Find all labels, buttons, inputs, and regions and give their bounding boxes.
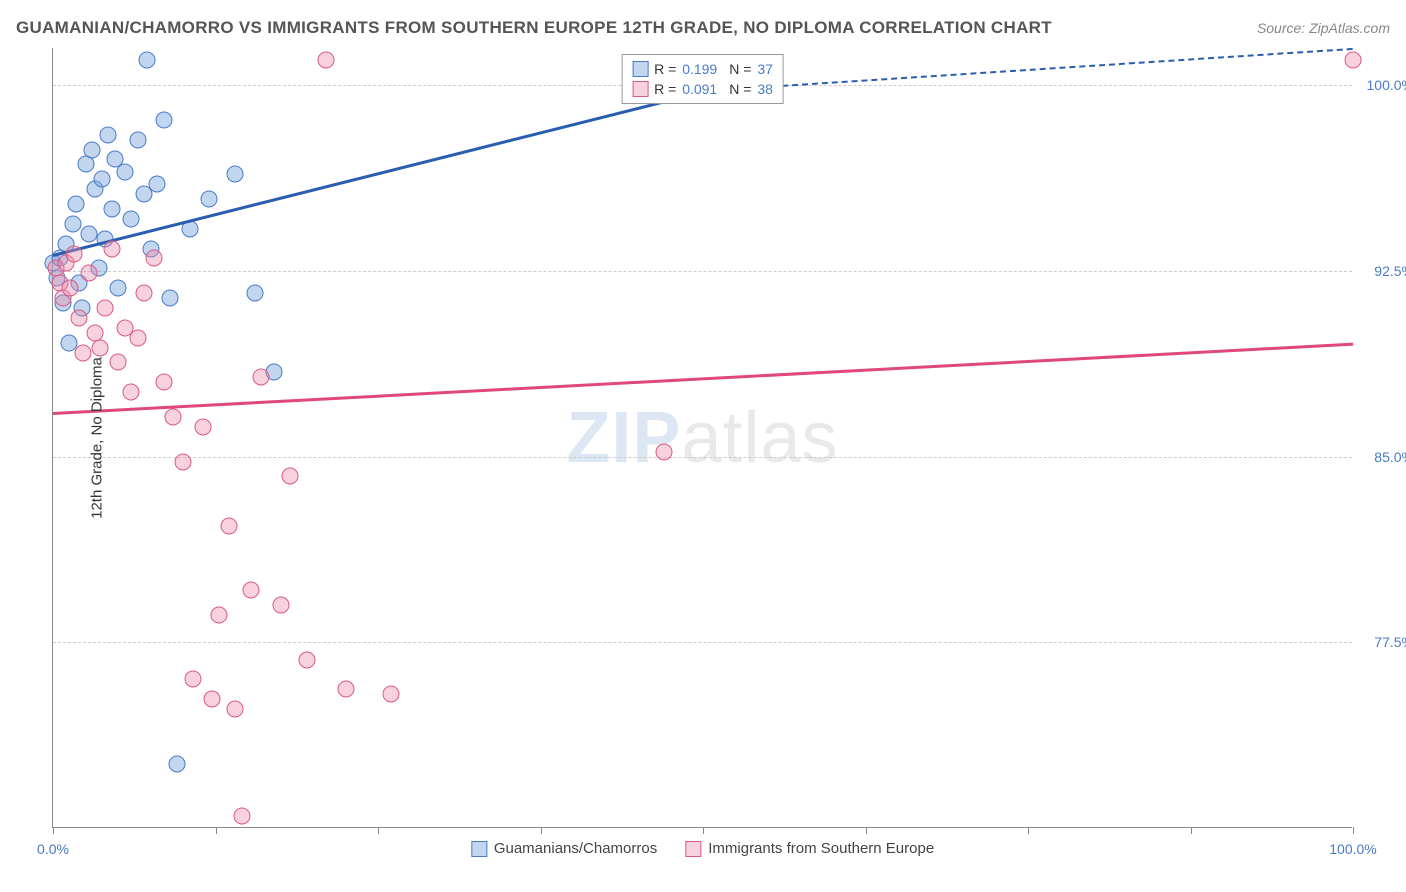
gridline	[53, 457, 1352, 458]
data-point	[233, 807, 250, 824]
data-point	[175, 453, 192, 470]
legend-item: Immigrants from Southern Europe	[685, 840, 934, 857]
legend-swatch	[632, 61, 648, 77]
data-point	[97, 300, 114, 317]
data-point	[71, 309, 88, 326]
data-point	[77, 156, 94, 173]
scatter-plot: ZIPatlas 77.5%85.0%92.5%100.0%0.0%100.0%…	[52, 48, 1352, 828]
data-point	[1345, 52, 1362, 69]
data-point	[129, 329, 146, 346]
series-legend: Guamanians/Chamorros Immigrants from Sout…	[471, 840, 934, 857]
chart-header: GUAMANIAN/CHAMORRO VS IMMIGRANTS FROM SO…	[16, 18, 1390, 38]
data-point	[123, 210, 140, 227]
x-tick	[378, 827, 379, 834]
trend-line	[53, 343, 1353, 415]
legend-swatch	[632, 81, 648, 97]
plot-container: ZIPatlas 77.5%85.0%92.5%100.0%0.0%100.0%…	[52, 48, 1352, 828]
x-tick	[1353, 827, 1354, 834]
data-point	[103, 200, 120, 217]
watermark: ZIPatlas	[566, 397, 838, 479]
data-point	[185, 671, 202, 688]
data-point	[64, 215, 81, 232]
legend-label: Immigrants from Southern Europe	[708, 840, 934, 857]
y-tick-label: 85.0%	[1356, 449, 1406, 465]
data-point	[656, 443, 673, 460]
data-point	[116, 163, 133, 180]
legend-swatch	[471, 841, 487, 857]
data-point	[203, 691, 220, 708]
x-tick	[1028, 827, 1029, 834]
data-point	[253, 369, 270, 386]
x-tick	[1191, 827, 1192, 834]
x-tick	[703, 827, 704, 834]
x-tick-label: 0.0%	[37, 841, 69, 857]
data-point	[281, 468, 298, 485]
correlation-legend: R = 0.199N = 37 R = 0.091N = 38	[621, 54, 784, 104]
data-point	[168, 755, 185, 772]
source-attribution: Source: ZipAtlas.com	[1257, 20, 1390, 36]
data-point	[129, 131, 146, 148]
x-tick	[866, 827, 867, 834]
legend-swatch	[685, 841, 701, 857]
data-point	[155, 374, 172, 391]
data-point	[242, 582, 259, 599]
data-point	[146, 250, 163, 267]
data-point	[91, 339, 108, 356]
data-point	[81, 265, 98, 282]
data-point	[211, 607, 228, 624]
data-point	[138, 52, 155, 69]
data-point	[298, 651, 315, 668]
data-point	[110, 354, 127, 371]
data-point	[162, 290, 179, 307]
data-point	[227, 701, 244, 718]
trend-line	[53, 90, 704, 256]
data-point	[136, 285, 153, 302]
legend-item: Guamanians/Chamorros	[471, 840, 657, 857]
x-tick	[541, 827, 542, 834]
legend-stats: R = 0.091N = 38	[654, 81, 773, 97]
data-point	[337, 681, 354, 698]
data-point	[246, 285, 263, 302]
data-point	[99, 126, 116, 143]
data-point	[68, 196, 85, 213]
data-point	[84, 141, 101, 158]
data-point	[201, 191, 218, 208]
data-point	[94, 171, 111, 188]
data-point	[65, 245, 82, 262]
data-point	[272, 597, 289, 614]
data-point	[220, 517, 237, 534]
data-point	[110, 280, 127, 297]
data-point	[164, 408, 181, 425]
data-point	[81, 225, 98, 242]
x-tick	[53, 827, 54, 834]
y-tick-label: 77.5%	[1356, 634, 1406, 650]
chart-title: GUAMANIAN/CHAMORRO VS IMMIGRANTS FROM SO…	[16, 18, 1052, 38]
gridline	[53, 271, 1352, 272]
data-point	[318, 52, 335, 69]
data-point	[149, 176, 166, 193]
data-point	[61, 280, 78, 297]
data-point	[123, 384, 140, 401]
y-tick-label: 100.0%	[1356, 77, 1406, 93]
y-axis-label: 12th Grade, No Diploma	[88, 357, 105, 519]
x-tick	[216, 827, 217, 834]
y-tick-label: 92.5%	[1356, 263, 1406, 279]
legend-label: Guamanians/Chamorros	[494, 840, 657, 857]
data-point	[227, 166, 244, 183]
data-point	[155, 111, 172, 128]
legend-row: R = 0.091N = 38	[632, 79, 773, 99]
x-tick-label: 100.0%	[1329, 841, 1376, 857]
data-point	[383, 686, 400, 703]
legend-stats: R = 0.199N = 37	[654, 61, 773, 77]
gridline	[53, 642, 1352, 643]
legend-row: R = 0.199N = 37	[632, 59, 773, 79]
data-point	[103, 240, 120, 257]
data-point	[194, 418, 211, 435]
